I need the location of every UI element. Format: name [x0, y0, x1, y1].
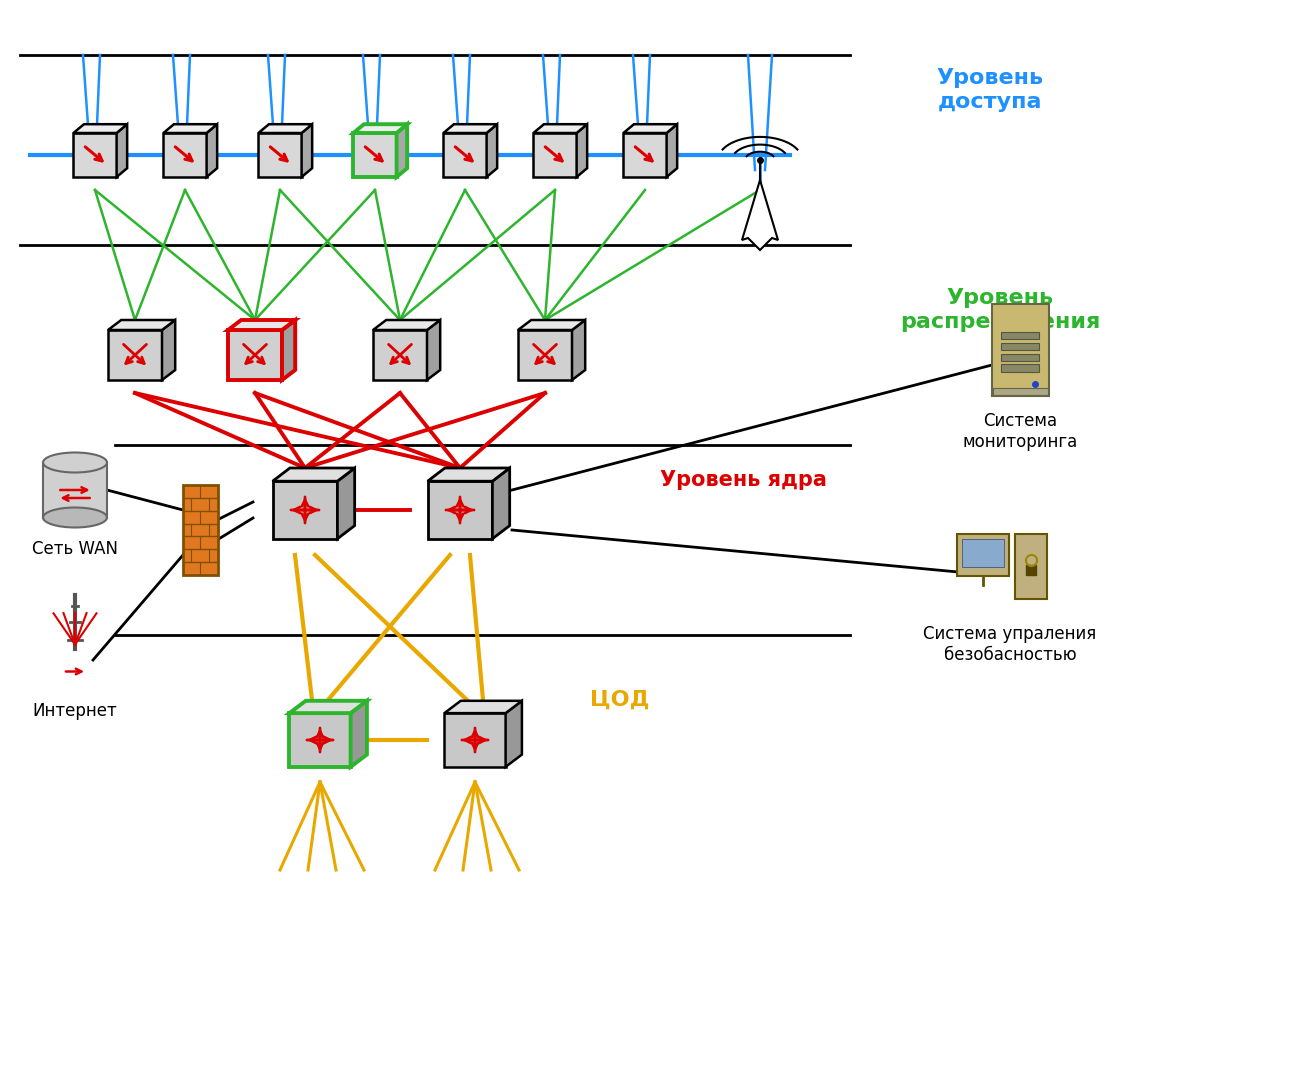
Polygon shape [74, 133, 116, 177]
Polygon shape [519, 320, 586, 330]
Polygon shape [396, 124, 408, 177]
Polygon shape [206, 124, 217, 177]
Polygon shape [444, 700, 522, 713]
Polygon shape [272, 468, 355, 481]
Text: Сеть WAN: Сеть WAN [32, 540, 117, 558]
Polygon shape [228, 320, 295, 330]
Polygon shape [444, 124, 497, 133]
Polygon shape [623, 133, 667, 177]
Polygon shape [351, 700, 366, 766]
Polygon shape [742, 181, 778, 250]
FancyBboxPatch shape [1001, 353, 1040, 361]
Polygon shape [353, 133, 396, 177]
Polygon shape [338, 468, 355, 538]
FancyBboxPatch shape [1001, 343, 1040, 350]
Text: Интернет: Интернет [32, 702, 117, 720]
Polygon shape [74, 124, 128, 133]
FancyBboxPatch shape [1001, 332, 1040, 339]
Polygon shape [164, 124, 217, 133]
Polygon shape [571, 320, 586, 381]
FancyBboxPatch shape [956, 534, 1009, 576]
Polygon shape [228, 330, 283, 381]
Text: Уровень ядра: Уровень ядра [660, 470, 827, 490]
Polygon shape [577, 124, 587, 177]
Polygon shape [444, 713, 506, 766]
Polygon shape [43, 463, 107, 518]
Ellipse shape [43, 507, 107, 528]
FancyBboxPatch shape [992, 304, 1049, 396]
Ellipse shape [43, 453, 107, 472]
Polygon shape [108, 330, 163, 381]
Polygon shape [258, 124, 312, 133]
Polygon shape [533, 133, 577, 177]
Text: ЦОД: ЦОД [590, 690, 649, 710]
Polygon shape [163, 320, 175, 381]
Polygon shape [302, 124, 312, 177]
Polygon shape [623, 124, 677, 133]
Polygon shape [427, 320, 440, 381]
Polygon shape [164, 133, 206, 177]
Polygon shape [116, 124, 128, 177]
FancyBboxPatch shape [1014, 534, 1046, 599]
Polygon shape [493, 468, 510, 538]
Polygon shape [108, 320, 175, 330]
Polygon shape [353, 124, 408, 133]
Polygon shape [373, 330, 427, 381]
Text: Уровень
распределения: Уровень распределения [900, 289, 1100, 332]
Polygon shape [373, 320, 440, 330]
Polygon shape [289, 700, 366, 713]
FancyBboxPatch shape [1001, 364, 1040, 372]
Polygon shape [444, 133, 486, 177]
Polygon shape [427, 468, 510, 481]
Polygon shape [667, 124, 677, 177]
Polygon shape [283, 320, 295, 381]
FancyBboxPatch shape [961, 539, 1004, 568]
Polygon shape [289, 713, 351, 766]
Polygon shape [519, 330, 571, 381]
Polygon shape [427, 481, 493, 538]
Text: Система упраления
безобасностью: Система упраления безобасностью [924, 625, 1096, 664]
FancyBboxPatch shape [182, 485, 218, 575]
FancyBboxPatch shape [992, 388, 1047, 395]
Polygon shape [506, 700, 522, 766]
Polygon shape [486, 124, 497, 177]
Text: Уровень
доступа: Уровень доступа [937, 68, 1044, 111]
Polygon shape [272, 481, 338, 538]
Text: Система
мониторинга: Система мониторинга [962, 412, 1077, 451]
Polygon shape [258, 133, 302, 177]
Polygon shape [533, 124, 587, 133]
